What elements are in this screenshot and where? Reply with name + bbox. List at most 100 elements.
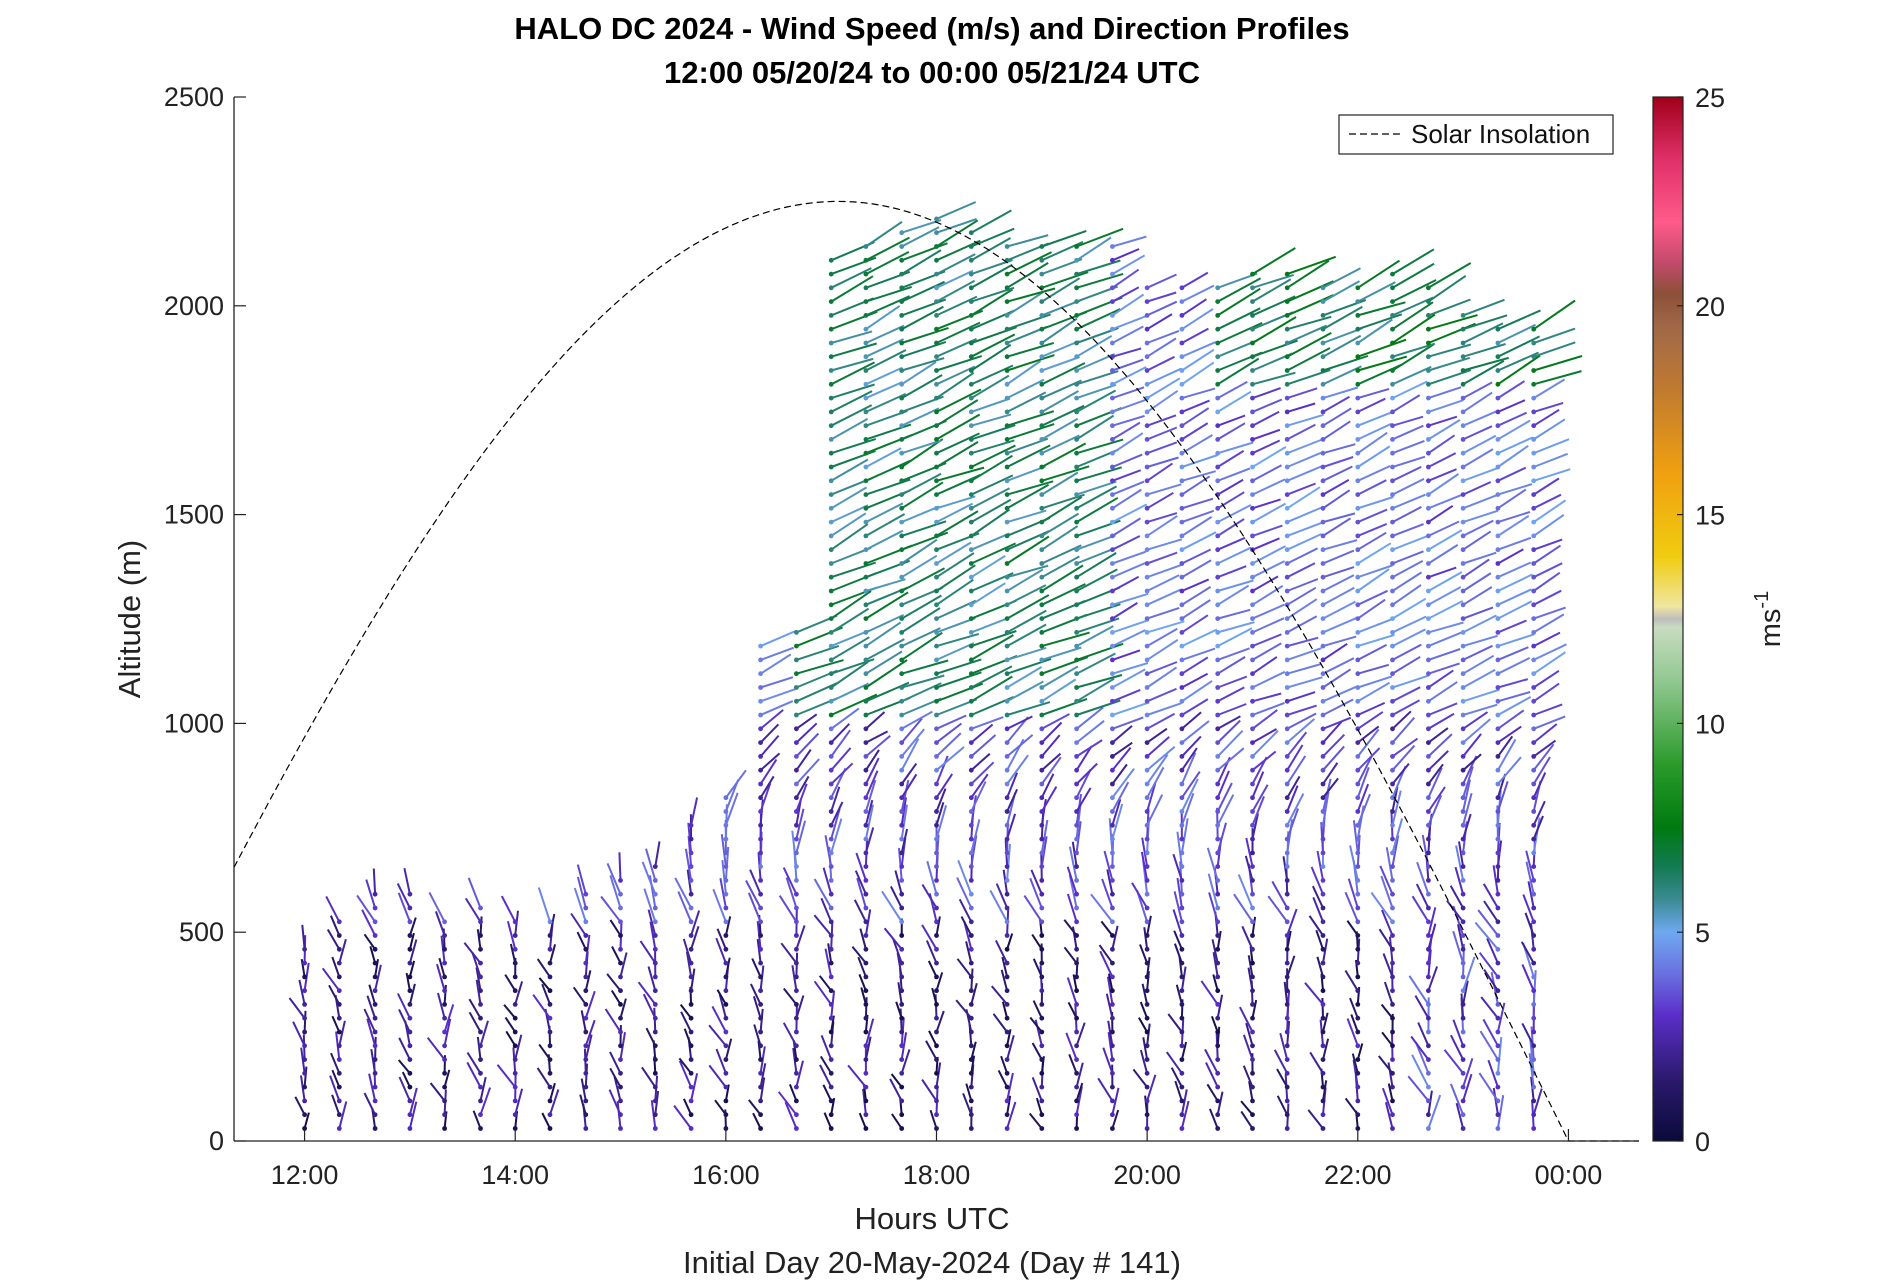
wind-vector-dot [1215,506,1220,511]
wind-vector-dot [1180,561,1185,566]
wind-vector-dot [1250,396,1255,401]
wind-vector-dot [478,1043,483,1048]
wind-vector-dot [934,410,939,415]
wind-vector-dot [1215,1002,1220,1007]
wind-vector-dot [1110,630,1115,635]
wind-vector-dot [864,382,869,387]
wind-vector-dot [1074,1085,1079,1090]
wind-vector-dot [1145,1085,1150,1090]
wind-vector-dot [1145,961,1150,966]
wind-vector-dot [583,975,588,980]
wind-vector-dot [1461,547,1466,552]
wind-vector-dot [1390,534,1395,539]
wind-vector-dot [1390,809,1395,814]
wind-vector [1077,957,1078,977]
wind-vector-dot [689,988,694,993]
wind-vector-dot [1215,382,1220,387]
wind-vector-dot [1531,368,1536,373]
wind-vector-dot [1531,823,1536,828]
wind-vector-dot [1321,1112,1326,1117]
wind-vector-dot [1496,754,1501,759]
wind-vector-dot [1321,1030,1326,1035]
wind-vector-dot [864,423,869,428]
wind-vector [1322,998,1323,1018]
wind-vector-dot [1250,1099,1255,1104]
wind-vector-dot [934,740,939,745]
wind-vector-dot [1426,327,1431,332]
wind-vector-dot [618,892,623,897]
wind-vector-dot [934,1016,939,1021]
wind-vector-dot [1355,933,1360,938]
wind-vector-dot [373,1071,378,1076]
wind-vector-dot [337,988,342,993]
wind-vector-dot [583,919,588,924]
wind-vector-dot [1390,961,1395,966]
wind-vector-dot [864,823,869,828]
wind-vector-dot [1426,561,1431,566]
wind-vector-dot [1531,382,1536,387]
wind-vector-dot [1074,547,1079,552]
wind-vector-dot [758,1002,763,1007]
wind-vector-dot [829,492,834,497]
wind-vector-dot [1145,1071,1150,1076]
wind-vector-dot [1285,947,1290,952]
wind-vector-dot [899,534,904,539]
wind-vector-dot [1390,658,1395,663]
wind-vector-dot [969,809,974,814]
wind-vector-dot [302,947,307,952]
wind-vector-dot [1496,547,1501,552]
wind-vector-dot [1005,630,1010,635]
wind-vector-dot [1531,740,1536,745]
wind-vector-dot [1355,396,1360,401]
wind-vector-dot [899,423,904,428]
wind-vector-dot [1074,658,1079,663]
wind-vector-dot [1039,341,1044,346]
wind-vector-dot [1110,740,1115,745]
wind-vector-dot [829,451,834,456]
wind-vector-dot [969,878,974,883]
wind-vector-dot [689,933,694,938]
wind-vector-dot [618,961,623,966]
wind-vector-dot [1005,423,1010,428]
wind-vector-dot [934,726,939,731]
wind-vector-dot [969,1099,974,1104]
wind-vector-dot [1496,602,1501,607]
wind-vector-dot [724,823,729,828]
wind-vector-dot [1250,561,1255,566]
wind-vector-dot [1110,795,1115,800]
wind-vector-dot [1531,492,1536,497]
wind-vector-dot [1426,1099,1431,1104]
wind-vector-dot [1005,726,1010,731]
wind-vector-dot [1390,602,1395,607]
wind-vector-dot [1461,354,1466,359]
wind-vector-dot [1110,906,1115,911]
wind-vector-dot [1390,919,1395,924]
wind-vector-dot [653,864,658,869]
wind-vector-dot [1145,506,1150,511]
wind-vector-dot [1110,658,1115,663]
wind-vector-dot [1005,575,1010,580]
wind-vector-dot [934,975,939,980]
wind-vector-dot [1110,589,1115,594]
wind-vector-dot [794,823,799,828]
wind-vector-dot [1426,1002,1431,1007]
wind-vector-dot [337,1002,342,1007]
wind-vector-dot [1039,878,1044,883]
wind-vector-dot [1426,299,1431,304]
wind-vector-dot [829,506,834,511]
wind-vector-dot [1531,906,1536,911]
wind-vector-dot [899,1126,904,1131]
wind-vector-dot [1426,1126,1431,1131]
wind-vector-dot [1531,947,1536,952]
wind-vector-dot [969,1002,974,1007]
wind-vector-dot [1005,451,1010,456]
wind-vector-dot [1531,534,1536,539]
wind-vector-dot [1531,561,1536,566]
wind-vector-dot [1285,1126,1290,1131]
wind-vector-dot [1355,1002,1360,1007]
wind-vector-dot [618,906,623,911]
wind-vector-dot [758,988,763,993]
wind-vector-dot [408,919,413,924]
wind-vector-dot [302,1030,307,1035]
wind-vector-dot [1355,947,1360,952]
